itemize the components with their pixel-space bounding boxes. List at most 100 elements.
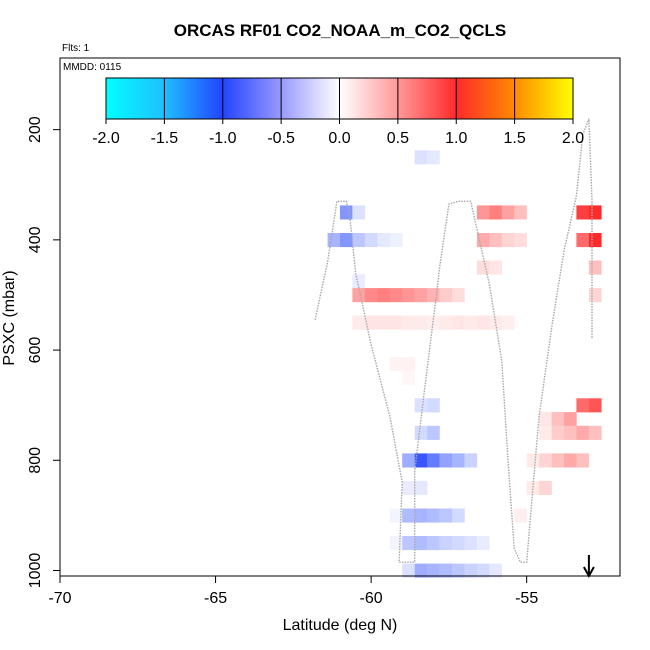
heatmap-cell	[414, 563, 428, 578]
heatmap-cell	[439, 453, 453, 468]
heatmap-cell	[402, 508, 415, 523]
flights-label: Flts: 1	[62, 43, 90, 54]
heatmap-cell	[514, 233, 527, 248]
heatmap-cell	[588, 260, 602, 275]
flight-track-line	[314, 118, 593, 563]
x-tick-label: -55	[515, 590, 538, 607]
heatmap-cell	[452, 563, 465, 578]
y-tick-label: 400	[27, 226, 44, 253]
heatmap-cell	[340, 205, 353, 220]
arrow-marker	[583, 555, 595, 579]
heatmap-cell	[564, 453, 577, 468]
x-tick-label: -65	[204, 590, 227, 607]
heatmap-cell	[352, 233, 366, 248]
colorbar-tick-label: -1.5	[151, 130, 179, 147]
heatmap-cell	[501, 233, 515, 248]
heatmap-cell	[564, 425, 577, 440]
colorbar-tick-label: -1.0	[209, 130, 237, 147]
colorbar-tick-label: -0.5	[267, 130, 295, 147]
chart-title: ORCAS RF01 CO2_NOAA_m_CO2_QCLS	[174, 21, 507, 40]
heatmap-cell	[588, 205, 602, 220]
heatmap-cell	[476, 536, 490, 551]
heatmap-cell	[539, 412, 552, 427]
heatmap-cell	[514, 508, 527, 523]
heatmap-cell	[539, 453, 552, 468]
heatmap-cell	[414, 453, 428, 468]
heatmap-cell	[427, 425, 440, 440]
heatmap-cell	[377, 233, 390, 248]
colorbar-tick-label: 0.0	[328, 130, 350, 147]
heatmap-cell	[539, 425, 552, 440]
heatmap-cell	[551, 453, 565, 468]
heatmap-cell	[414, 425, 428, 440]
colorbar-tick-label: 2.0	[562, 130, 584, 147]
heatmap-cell	[340, 233, 353, 248]
heatmap-cell	[427, 398, 440, 413]
y-axis: 200 400 600 800 1000	[27, 116, 60, 588]
heatmap-cell	[489, 260, 502, 275]
heatmap-cell	[427, 150, 440, 165]
heatmap-cell	[414, 536, 428, 551]
x-axis-label: Latitude (deg N)	[283, 617, 398, 634]
heatmap-cell	[489, 205, 502, 220]
heatmap-cell	[352, 205, 366, 220]
heatmap-cell	[377, 315, 390, 330]
heatmap-cell	[501, 315, 515, 330]
heatmap-cell	[427, 315, 440, 330]
heatmap-cell	[402, 563, 415, 578]
heatmap-cell	[526, 480, 540, 495]
heatmap-cell	[439, 288, 453, 303]
heatmap-cell	[452, 453, 465, 468]
heatmap-cell	[402, 357, 415, 372]
colorbar-tick-label: 0.5	[387, 130, 409, 147]
heatmap-cell	[576, 205, 590, 220]
heatmap-cell	[588, 288, 602, 303]
heatmap-cell	[464, 315, 478, 330]
heatmap-cell	[427, 536, 440, 551]
heatmap-cells	[327, 150, 602, 578]
heatmap-cell	[476, 315, 490, 330]
heatmap-cell	[439, 508, 453, 523]
heatmap-cell	[427, 453, 440, 468]
heatmap-cell	[402, 370, 415, 385]
x-axis: -70 -65 -60 -55	[48, 576, 538, 607]
heatmap-cell	[551, 412, 565, 427]
heatmap-cell	[452, 288, 465, 303]
heatmap-cell	[439, 315, 453, 330]
y-tick-label: 600	[27, 337, 44, 364]
heatmap-cell	[389, 233, 403, 248]
heatmap-cell	[476, 563, 490, 578]
heatmap-cell	[389, 357, 403, 372]
heatmap-cell	[476, 260, 490, 275]
y-tick-label: 800	[27, 447, 44, 474]
colorbar-tick-label: 1.0	[445, 130, 467, 147]
heatmap-cell	[514, 205, 527, 220]
heatmap-cell	[364, 288, 378, 303]
heatmap-cell	[588, 425, 602, 440]
heatmap-cell	[452, 315, 465, 330]
heatmap-cell	[539, 480, 552, 495]
heatmap-cell	[452, 536, 465, 551]
heatmap-cell	[501, 205, 515, 220]
colorbar-ticks: -2.0 -1.5 -1.0 -0.5 0.0 0.5 1.0 1.5 2.0	[92, 78, 584, 147]
plot-frame	[59, 57, 621, 577]
heatmap-cell	[489, 563, 502, 578]
heatmap-cell	[564, 412, 577, 427]
heatmap-cell	[452, 508, 465, 523]
colorbar-tick-label: 1.5	[504, 130, 526, 147]
heatmap-cell	[377, 288, 390, 303]
heatmap-cell	[352, 315, 366, 330]
heatmap-cell	[576, 233, 590, 248]
heatmap-cell	[576, 425, 590, 440]
heatmap-cell	[414, 480, 428, 495]
heatmap-cell	[402, 453, 415, 468]
heatmap-cell	[576, 398, 590, 413]
heatmap-cell	[414, 288, 428, 303]
heatmap-cell	[364, 233, 378, 248]
heatmap-cell	[464, 453, 478, 468]
heatmap-cell	[389, 508, 403, 523]
arrow-head	[583, 566, 595, 579]
heatmap-cell	[389, 288, 403, 303]
heatmap-cell	[464, 563, 478, 578]
